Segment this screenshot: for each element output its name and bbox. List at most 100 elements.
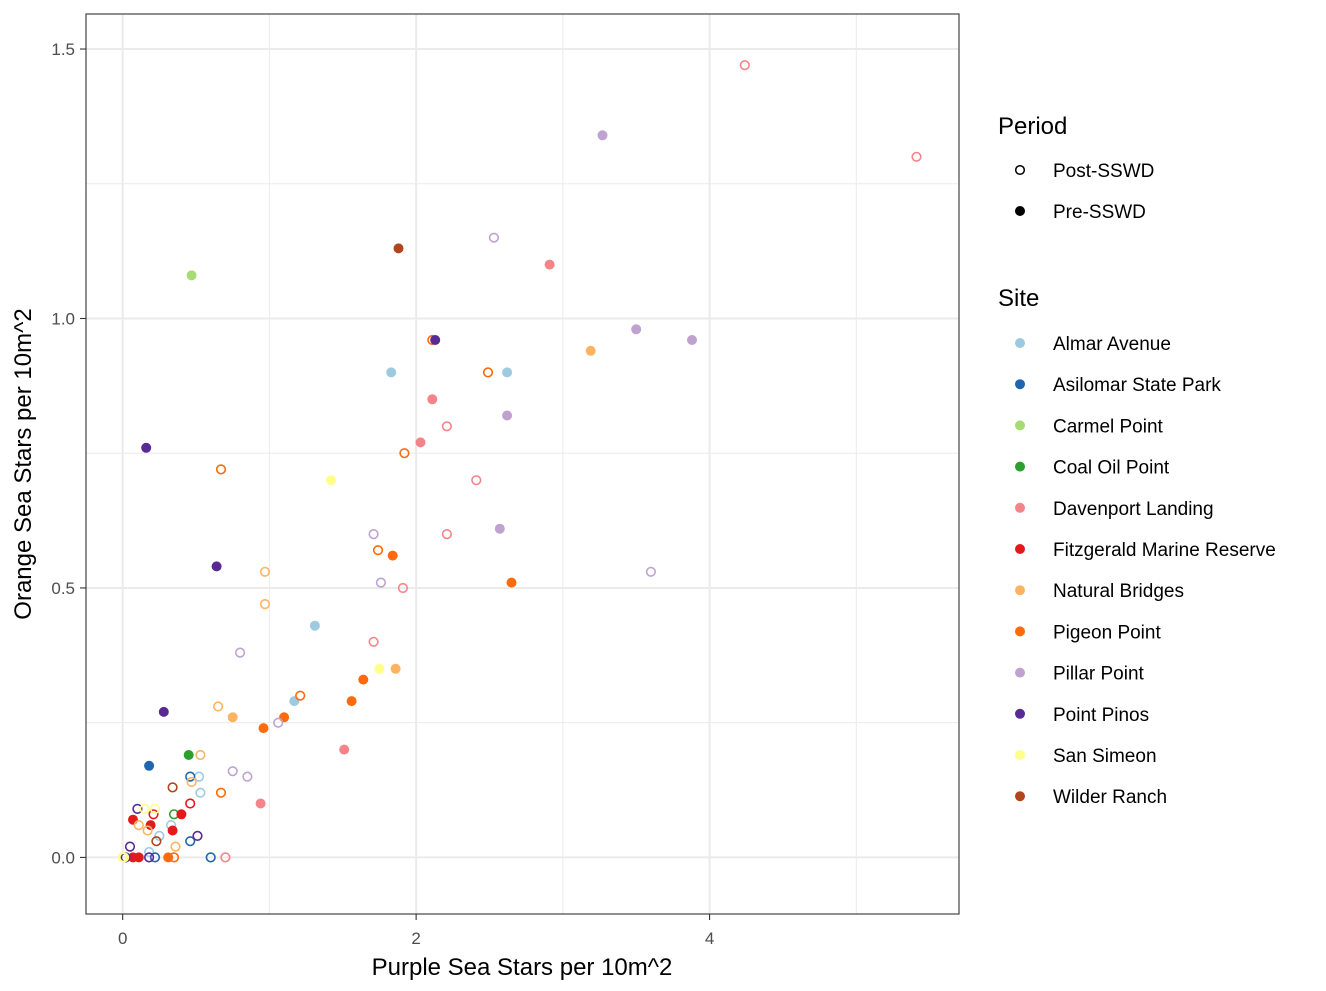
legend-label-coal-oil-point: Coal Oil Point bbox=[1053, 458, 1170, 479]
legend-label-asilomar-state-park: Asilomar State Park bbox=[1053, 375, 1221, 396]
data-point-pillar-point-post-sswd bbox=[368, 528, 379, 540]
legend-post-sswd-key bbox=[1014, 164, 1026, 176]
data-point-pillar-point-pre-sswd bbox=[494, 523, 505, 534]
plot-panel-border bbox=[85, 13, 960, 915]
data-point-pigeon-point-pre-sswd bbox=[346, 696, 357, 707]
y-axis: 0.0 0.5 1.0 1.5 bbox=[51, 40, 86, 867]
major-gridlines bbox=[86, 14, 959, 914]
series-davenport-landing bbox=[220, 60, 922, 863]
data-point-pigeon-point-post-sswd bbox=[215, 787, 227, 798]
data-point-pillar-point-post-sswd bbox=[273, 717, 284, 728]
data-point-fitzgerald-marine-reserve-pre-sswd bbox=[128, 814, 138, 825]
legend-label-davenport-landing: Davenport Landing bbox=[1053, 499, 1214, 520]
series-san-simeon bbox=[117, 475, 385, 863]
data-point-almar-avenue-pre-sswd bbox=[386, 367, 397, 378]
data-point-natural-bridges-post-sswd bbox=[195, 749, 206, 761]
data-point-natural-bridges-post-sswd bbox=[133, 819, 144, 831]
data-point-almar-avenue-post-sswd bbox=[154, 830, 165, 842]
data-point-san-simeon-post-sswd bbox=[139, 803, 150, 815]
data-point-asilomar-state-park-post-sswd bbox=[185, 771, 196, 782]
legend-key-wilder-ranch bbox=[1015, 791, 1025, 802]
data-point-natural-bridges-pre-sswd bbox=[585, 345, 596, 356]
data-point-asilomar-state-park-pre-sswd bbox=[144, 760, 155, 771]
data-point-san-simeon-pre-sswd bbox=[326, 475, 336, 486]
x-axis: 0 2 4 bbox=[118, 914, 714, 948]
data-point-almar-avenue-pre-sswd bbox=[309, 620, 320, 631]
data-point-pillar-point-post-sswd bbox=[488, 232, 500, 243]
legend-label-natural-bridges: Natural Bridges bbox=[1053, 581, 1184, 602]
data-point-pigeon-point-post-sswd bbox=[482, 367, 494, 378]
data-point-point-pinos-post-sswd bbox=[124, 841, 136, 852]
legend-key-davenport-landing bbox=[1015, 502, 1025, 513]
data-point-almar-avenue-post-sswd bbox=[144, 846, 155, 858]
data-point-pigeon-point-post-sswd bbox=[215, 464, 227, 475]
data-point-asilomar-state-park-post-sswd bbox=[149, 852, 161, 863]
legend-label-pillar-point: Pillar Point bbox=[1053, 664, 1145, 685]
data-point-natural-bridges-post-sswd bbox=[142, 825, 153, 836]
data-point-natural-bridges-post-sswd bbox=[259, 598, 271, 610]
data-point-davenport-landing-pre-sswd bbox=[255, 798, 266, 809]
data-point-pigeon-point-post-sswd bbox=[372, 545, 384, 556]
data-point-pillar-point-post-sswd bbox=[375, 577, 387, 588]
legend-label-pigeon-point: Pigeon Point bbox=[1053, 622, 1161, 643]
data-point-san-simeon-post-sswd bbox=[118, 852, 130, 863]
data-point-davenport-landing-pre-sswd bbox=[339, 744, 350, 755]
x-tick-label: 4 bbox=[705, 929, 714, 948]
legend-key-coal-oil-point bbox=[1015, 461, 1025, 472]
data-point-natural-bridges-pre-sswd bbox=[390, 663, 401, 674]
data-point-almar-avenue-pre-sswd bbox=[502, 367, 513, 378]
data-point-davenport-landing-post-sswd bbox=[441, 528, 453, 540]
legend-label-fitzgerald-marine-reserve: Fitzgerald Marine Reserve bbox=[1053, 540, 1276, 561]
legend-key-fitzgerald-marine-reserve bbox=[1015, 544, 1025, 554]
legend-period-title: Period bbox=[998, 113, 1067, 140]
data-point-fitzgerald-marine-reserve-pre-sswd bbox=[167, 825, 178, 836]
y-tick-label: 0.5 bbox=[51, 579, 75, 598]
data-point-natural-bridges-post-sswd bbox=[213, 701, 224, 712]
data-point-pigeon-point-post-sswd bbox=[399, 448, 410, 459]
series-wilder-ranch bbox=[151, 243, 404, 847]
series-pigeon-point bbox=[163, 334, 517, 863]
data-point-point-pinos-post-sswd bbox=[132, 803, 143, 815]
data-point-davenport-landing-post-sswd bbox=[220, 852, 231, 863]
legend-pre-sswd-key bbox=[1015, 206, 1025, 216]
series-asilomar-state-park bbox=[144, 760, 216, 863]
data-point-asilomar-state-park-post-sswd bbox=[185, 836, 196, 847]
data-point-pillar-point-post-sswd bbox=[235, 647, 246, 658]
data-point-pillar-point-pre-sswd bbox=[687, 335, 697, 345]
legend-site: Site Almar Avenue Asilomar State Park Carm… bbox=[998, 285, 1276, 808]
data-point-pillar-point-post-sswd bbox=[645, 566, 657, 577]
data-point-davenport-landing-pre-sswd bbox=[544, 259, 555, 270]
x-tick-label: 2 bbox=[411, 929, 420, 948]
data-point-point-pinos-post-sswd bbox=[144, 852, 155, 863]
legend-label-san-simeon: San Simeon bbox=[1053, 746, 1157, 767]
data-point-point-pinos-pre-sswd bbox=[158, 706, 169, 717]
legend-period: Period Post-SSWD Pre-SSWD bbox=[998, 113, 1154, 223]
data-point-pigeon-point-pre-sswd bbox=[258, 723, 269, 734]
legend-key-san-simeon bbox=[1015, 750, 1025, 760]
data-point-point-pinos-pre-sswd bbox=[430, 335, 441, 345]
data-point-davenport-landing-pre-sswd bbox=[415, 437, 426, 448]
data-point-pigeon-point-pre-sswd bbox=[506, 577, 517, 588]
series-fitzgerald-marine-reserve bbox=[128, 798, 196, 863]
legend-pre-sswd-label: Pre-SSWD bbox=[1053, 202, 1146, 223]
data-point-davenport-landing-post-sswd bbox=[368, 636, 379, 647]
legend-key-carmel-point bbox=[1015, 420, 1025, 431]
data-point-point-pinos-pre-sswd bbox=[141, 442, 152, 453]
data-point-davenport-landing-post-sswd bbox=[739, 60, 750, 71]
data-points bbox=[117, 60, 922, 863]
data-point-asilomar-state-park-post-sswd bbox=[205, 852, 216, 863]
data-point-san-simeon-post-sswd bbox=[149, 803, 161, 815]
data-point-fitzgerald-marine-reserve-pre-sswd bbox=[176, 809, 187, 820]
legend-label-carmel-point: Carmel Point bbox=[1053, 416, 1164, 437]
data-point-fitzgerald-marine-reserve-pre-sswd bbox=[128, 852, 138, 863]
data-point-pigeon-point-post-sswd bbox=[168, 852, 180, 863]
data-point-wilder-ranch-pre-sswd bbox=[393, 243, 404, 254]
data-point-fitzgerald-marine-reserve-pre-sswd bbox=[145, 820, 156, 831]
data-point-wilder-ranch-post-sswd bbox=[151, 836, 162, 847]
data-point-fitzgerald-marine-reserve-post-sswd bbox=[148, 809, 159, 820]
data-point-pigeon-point-pre-sswd bbox=[358, 674, 369, 685]
data-point-pigeon-point-post-sswd bbox=[295, 690, 306, 701]
x-tick-label: 0 bbox=[118, 929, 127, 948]
legend-label-almar-avenue: Almar Avenue bbox=[1053, 334, 1171, 355]
data-point-pillar-point-pre-sswd bbox=[597, 130, 608, 141]
